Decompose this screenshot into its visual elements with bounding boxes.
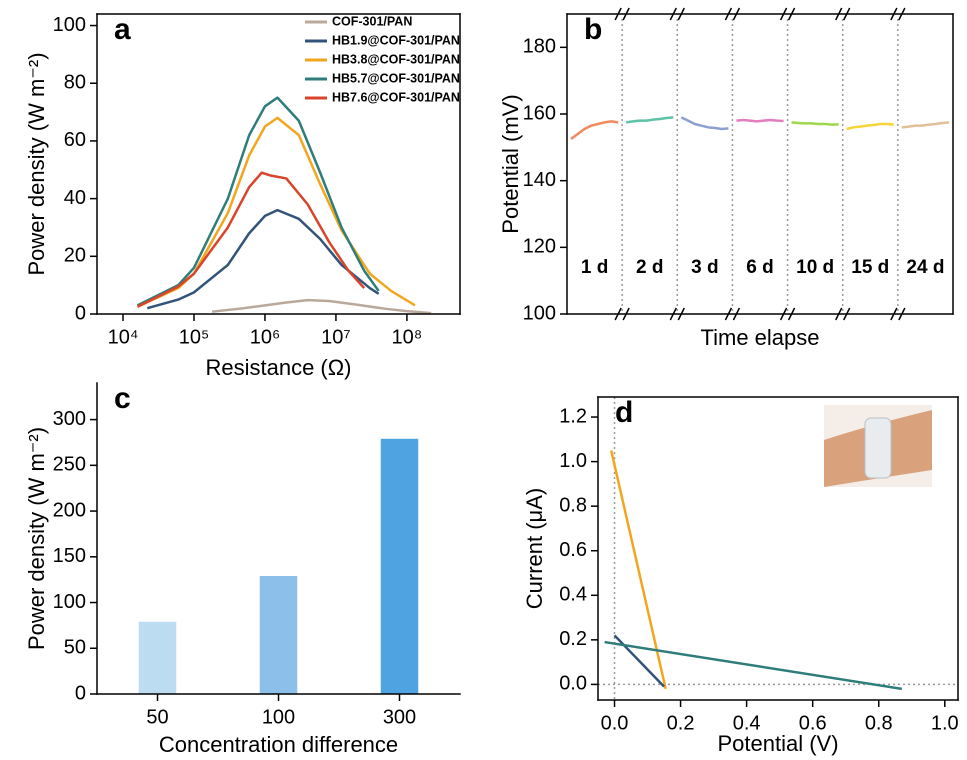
x-tick-label: 0.6 <box>799 712 827 734</box>
y-tick-label: 1.0 <box>559 450 587 472</box>
y-tick-label: 120 <box>523 236 556 258</box>
series-line <box>136 96 380 307</box>
legend-label: HB5.7@COF-301/PAN <box>332 71 460 85</box>
x-tick-label: 300 <box>383 706 416 728</box>
x-tick-label: 0.2 <box>667 712 695 734</box>
y-axis-label: Power density (W m⁻²) <box>24 427 49 650</box>
y-tick-label: 100 <box>53 591 86 613</box>
x-axis-label: Concentration difference <box>159 732 398 757</box>
series-line <box>136 171 366 308</box>
x-tick-label: 10⁶ <box>250 326 280 348</box>
series-line <box>736 118 784 123</box>
series-line <box>136 116 416 308</box>
y-tick-label: 0.6 <box>559 539 587 561</box>
y-tick-label: 60 <box>64 129 86 151</box>
x-tick-label: 0.0 <box>601 712 629 734</box>
series-line <box>211 298 432 315</box>
y-tick-label: 150 <box>53 545 86 567</box>
series-line <box>791 121 839 126</box>
y-tick-label: 0.4 <box>559 584 587 606</box>
bar <box>380 438 419 694</box>
x-tick-label: 50 <box>146 706 168 728</box>
x-tick-label: 0.4 <box>733 712 761 734</box>
inset-photo <box>824 405 932 487</box>
y-axis-label: Power density (W m⁻²) <box>24 52 49 275</box>
series-line <box>570 120 619 141</box>
x-tick-label: 0.8 <box>865 712 893 734</box>
y-tick-label: 0.8 <box>559 494 587 516</box>
x-tick-label: 10⁴ <box>108 326 139 348</box>
panel-label: b <box>584 13 602 46</box>
x-axis-label: Resistance (Ω) <box>205 355 351 380</box>
legend-label: HB7.6@COF-301/PAN <box>332 90 460 104</box>
x-tick-label: 10⁸ <box>392 326 423 348</box>
panel-label: d <box>615 396 633 429</box>
bar <box>259 576 298 694</box>
bar <box>138 621 177 694</box>
series-line <box>901 121 950 129</box>
segment-label: 2 d <box>636 257 663 278</box>
series-line <box>625 116 674 124</box>
y-tick-label: 20 <box>64 245 86 267</box>
y-tick-label: 250 <box>53 454 86 476</box>
series-line <box>613 634 665 688</box>
x-tick-label: 10⁵ <box>179 326 210 348</box>
series-line <box>609 450 667 690</box>
y-tick-label: 0.2 <box>559 628 587 650</box>
series-line <box>846 122 894 131</box>
segment-label: 6 d <box>746 257 773 278</box>
segment-label: 24 d <box>906 257 944 278</box>
x-tick-label: 1.0 <box>931 712 959 734</box>
segment-label: 10 d <box>796 257 834 278</box>
series-line <box>680 116 729 131</box>
segment-label: 15 d <box>851 257 889 278</box>
y-axis-label: Current (μA) <box>522 488 547 609</box>
legend-label: HB3.8@COF-301/PAN <box>332 52 460 66</box>
x-tick-label: 100 <box>262 706 295 728</box>
y-tick-label: 80 <box>64 72 86 94</box>
panel-label: a <box>114 13 131 46</box>
segment-label: 1 d <box>581 257 608 278</box>
y-tick-label: 180 <box>523 36 556 58</box>
y-tick-label: 100 <box>523 302 556 324</box>
y-tick-label: 160 <box>523 102 556 124</box>
y-tick-label: 100 <box>53 14 86 36</box>
segment-label: 3 d <box>691 257 718 278</box>
y-tick-label: 50 <box>64 637 86 659</box>
y-axis-label: Potential (mV) <box>498 94 523 233</box>
y-tick-label: 0.0 <box>559 673 587 695</box>
series-line <box>146 208 380 310</box>
x-axis-label: Potential (V) <box>717 731 838 756</box>
device <box>864 417 892 479</box>
y-tick-label: 40 <box>64 187 86 209</box>
legend-label: COF-301/PAN <box>332 14 412 28</box>
y-tick-label: 0 <box>75 682 86 704</box>
y-tick-label: 140 <box>523 169 556 191</box>
y-tick-label: 300 <box>53 408 86 430</box>
series-line <box>604 640 903 691</box>
x-tick-label: 10⁷ <box>321 326 350 348</box>
y-tick-label: 0 <box>75 302 86 324</box>
y-tick-label: 1.2 <box>559 405 587 427</box>
y-tick-label: 200 <box>53 499 86 521</box>
x-axis-label: Time elapse <box>700 325 819 350</box>
legend-label: HB1.9@COF-301/PAN <box>332 33 460 47</box>
panel-label: c <box>114 382 131 415</box>
